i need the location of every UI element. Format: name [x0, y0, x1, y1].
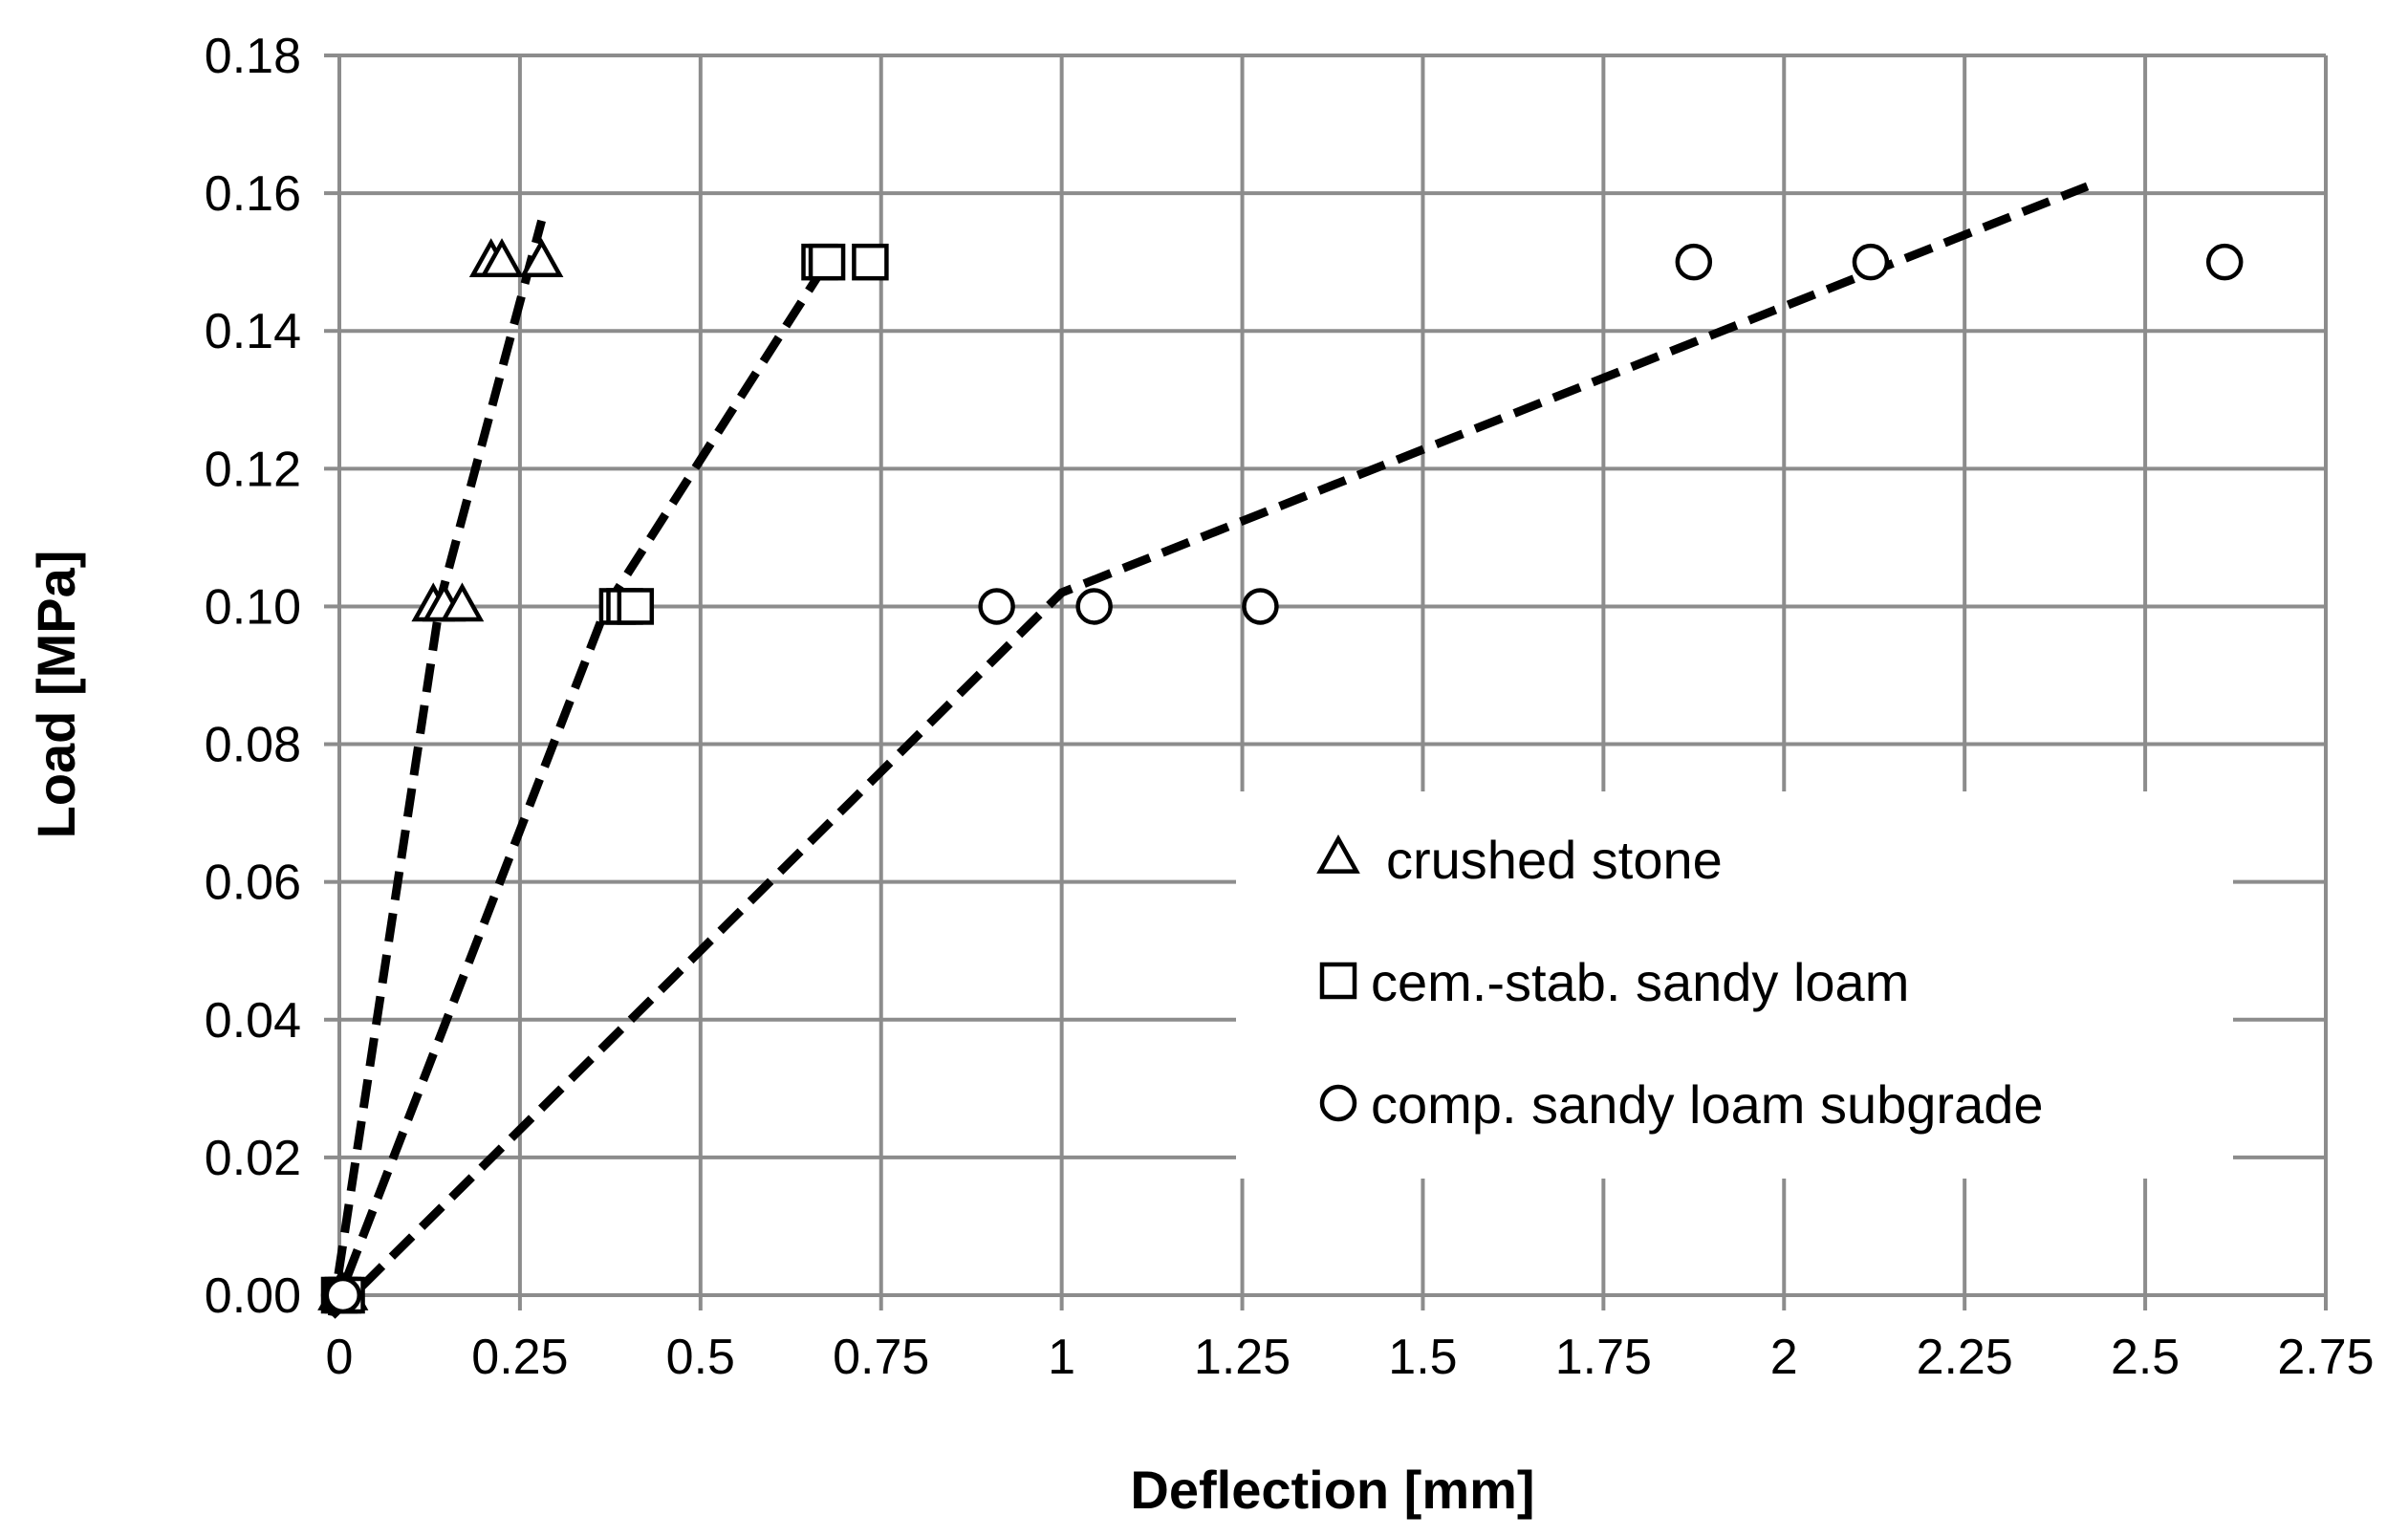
x-tick-label: 0.75	[833, 1330, 929, 1385]
x-tick-label: 2.75	[2277, 1330, 2374, 1385]
point-crushed-stone	[519, 238, 564, 278]
x-axis-title: Deflection [mm]	[1130, 1460, 1534, 1520]
y-tick-label: 0.10	[205, 579, 301, 635]
legend-items: crushed stone cem.-stab. sandy loam comp. …	[1316, 830, 2044, 1135]
point-cem-stab-sandy-loam	[617, 588, 655, 625]
point-comp-sandy-loam-subgrade	[1675, 243, 1713, 281]
point-cem-stab-sandy-loam	[808, 243, 846, 281]
y-axis-title: Load [MPa]	[26, 551, 86, 839]
legend-item-cem-stab-sandy-loam: cem.-stab. sandy loam	[1319, 952, 1909, 1012]
x-tick-label: 1.5	[1388, 1330, 1457, 1385]
y-tick-label: 0.08	[205, 718, 301, 773]
legend-item-crushed-stone: crushed stone	[1316, 830, 1723, 890]
axes	[324, 54, 2328, 1310]
y-tick-label: 0.12	[205, 442, 301, 497]
legend-label-comp-sandy-loam-subgrade: comp. sandy loam subgrade	[1371, 1074, 2044, 1135]
y-tick-label: 0.04	[205, 993, 301, 1049]
y-tick-label: 0.18	[205, 29, 301, 84]
y-tick-label: 0.02	[205, 1131, 301, 1186]
y-tick-label: 0.00	[205, 1268, 301, 1324]
x-tick-label: 0	[326, 1330, 354, 1385]
x-tick-label: 2.5	[2111, 1330, 2180, 1385]
point-comp-sandy-loam-subgrade	[2205, 243, 2244, 281]
x-tick-label: 0.5	[666, 1330, 735, 1385]
point-comp-sandy-loam-subgrade	[324, 1276, 362, 1314]
point-comp-sandy-loam-subgrade	[1852, 243, 1890, 281]
y-tick-label: 0.16	[205, 166, 301, 222]
x-tick-label: 1.25	[1194, 1330, 1291, 1385]
point-comp-sandy-loam-subgrade	[1242, 588, 1279, 625]
point-cem-stab-sandy-loam	[852, 243, 889, 281]
legend-label-cem-stab-sandy-loam: cem.-stab. sandy loam	[1371, 952, 1909, 1012]
x-tick-label: 2	[1770, 1330, 1798, 1385]
x-tick-label: 1	[1048, 1330, 1075, 1385]
legend: crushed stone cem.-stab. sandy loam comp. …	[1236, 791, 2233, 1179]
y-tick-label: 0.14	[205, 304, 301, 359]
legend-marker-cem-stab-sandy-loam	[1319, 962, 1357, 1000]
data-points	[317, 238, 2244, 1314]
legend-marker-crushed-stone	[1316, 833, 1360, 874]
point-crushed-stone	[480, 238, 524, 278]
x-tick-label: 2.25	[1917, 1330, 2013, 1385]
x-tick-label: 1.75	[1555, 1330, 1652, 1385]
legend-box	[1236, 791, 2233, 1179]
tick-labels: 0 0.25 0.5 0.75 1 1.25 1.5 1.75 2 2.25 2.5 2.75 0.00…	[205, 29, 2375, 1385]
legend-label-crushed-stone: crushed stone	[1386, 830, 1723, 890]
legend-item-comp-sandy-loam-subgrade: comp. sandy loam subgrade	[1319, 1074, 2044, 1135]
x-tick-label: 0.25	[471, 1330, 568, 1385]
legend-marker-comp-sandy-loam-subgrade	[1319, 1084, 1357, 1122]
point-comp-sandy-loam-subgrade	[1075, 588, 1113, 625]
point-comp-sandy-loam-subgrade	[978, 588, 1015, 625]
point-crushed-stone	[440, 582, 485, 622]
trendline-comp-sandy-loam-subgrade	[329, 182, 2090, 1319]
y-tick-label: 0.06	[205, 855, 301, 911]
